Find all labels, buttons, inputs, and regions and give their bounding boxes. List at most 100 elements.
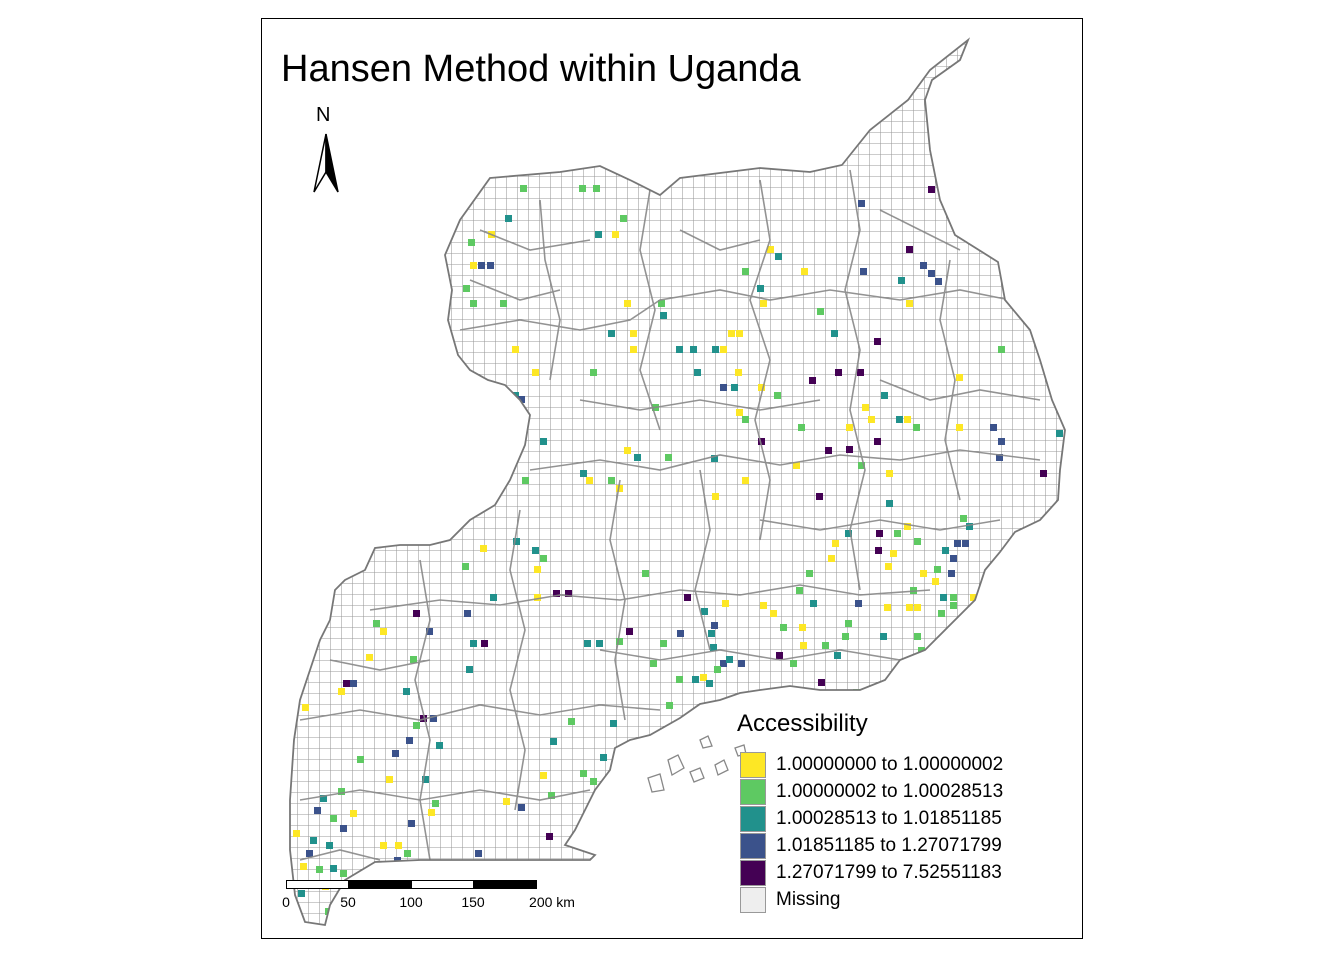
north-label: N xyxy=(316,104,331,126)
scale-segment xyxy=(286,880,349,889)
accessibility-cell xyxy=(513,538,520,545)
accessibility-cell xyxy=(550,738,557,745)
accessibility-cell xyxy=(800,642,807,649)
accessibility-cell xyxy=(300,863,307,870)
accessibility-cell xyxy=(481,640,488,647)
accessibility-cell xyxy=(428,809,435,816)
accessibility-cell xyxy=(340,825,347,832)
accessibility-cell xyxy=(580,470,587,477)
accessibility-cell xyxy=(855,600,862,607)
accessibility-cell xyxy=(775,253,782,260)
accessibility-cell xyxy=(962,540,969,547)
accessibility-cell xyxy=(881,392,888,399)
accessibility-cell xyxy=(914,538,921,545)
accessibility-cell xyxy=(711,622,718,629)
accessibility-cell xyxy=(904,523,911,530)
accessibility-cell xyxy=(942,547,949,554)
accessibility-cell xyxy=(338,688,345,695)
legend-swatch xyxy=(740,752,766,778)
accessibility-cell xyxy=(757,285,764,292)
accessibility-cell xyxy=(470,262,477,269)
accessibility-cell xyxy=(712,346,719,353)
accessibility-cell xyxy=(874,438,881,445)
accessibility-cell xyxy=(914,604,921,611)
accessibility-cell xyxy=(842,633,849,640)
accessibility-cell xyxy=(809,377,816,384)
accessibility-cell xyxy=(890,550,897,557)
accessibility-cell xyxy=(694,369,701,376)
accessibility-cell xyxy=(742,416,749,423)
accessibility-cell xyxy=(712,493,719,500)
accessibility-cell xyxy=(660,312,667,319)
accessibility-cell xyxy=(832,540,839,547)
accessibility-cell xyxy=(998,346,1005,353)
accessibility-cell xyxy=(728,330,735,337)
accessibility-cell xyxy=(806,570,813,577)
accessibility-cell xyxy=(522,477,529,484)
legend-item: 1.00000000 to 1.00000002 xyxy=(740,752,1040,778)
accessibility-cell xyxy=(706,680,713,687)
accessibility-cell xyxy=(466,666,473,673)
legend-item: Missing xyxy=(740,887,1040,913)
accessibility-cell xyxy=(742,477,749,484)
accessibility-cell xyxy=(790,660,797,667)
accessibility-cell xyxy=(422,776,429,783)
accessibility-cell xyxy=(642,570,649,577)
legend-title: Accessibility xyxy=(737,710,868,737)
accessibility-cell xyxy=(540,438,547,445)
accessibility-cell xyxy=(875,547,882,554)
accessibility-cell xyxy=(956,374,963,381)
accessibility-cell xyxy=(316,866,323,873)
accessibility-cell xyxy=(886,500,893,507)
legend-swatch xyxy=(740,779,766,805)
accessibility-cell xyxy=(726,656,733,663)
accessibility-cell xyxy=(846,446,853,453)
accessibility-cell xyxy=(624,447,631,454)
accessibility-cell xyxy=(960,515,967,522)
accessibility-cell xyxy=(338,788,345,795)
accessibility-cell xyxy=(534,566,541,573)
accessibility-cell xyxy=(928,270,935,277)
accessibility-cell xyxy=(624,300,631,307)
accessibility-cell xyxy=(874,338,881,345)
accessibility-cell xyxy=(468,239,475,246)
accessibility-cell xyxy=(956,424,963,431)
accessibility-cell xyxy=(634,454,641,461)
map-title: Hansen Method within Uganda xyxy=(281,48,801,90)
accessibility-cell xyxy=(676,346,683,353)
accessibility-cell xyxy=(770,610,777,617)
legend-swatch xyxy=(740,833,766,859)
accessibility-cell xyxy=(708,630,715,637)
accessibility-cell xyxy=(630,346,637,353)
legend-label: 1.00028513 to 1.01851185 xyxy=(776,808,1002,829)
accessibility-cell xyxy=(462,563,469,570)
accessibility-cell xyxy=(475,850,482,857)
scale-tick-label: 200 km xyxy=(529,894,575,910)
accessibility-cell xyxy=(620,215,627,222)
accessibility-cell xyxy=(700,674,707,681)
accessibility-cell xyxy=(426,628,433,635)
accessibility-cell xyxy=(660,640,667,647)
legend-label: 1.01851185 to 1.27071799 xyxy=(776,835,1002,856)
accessibility-cell xyxy=(758,384,765,391)
accessibility-cell xyxy=(665,454,672,461)
accessibility-cell xyxy=(540,555,547,562)
accessibility-cell xyxy=(722,600,729,607)
accessibility-cell xyxy=(548,792,555,799)
accessibility-cell xyxy=(966,523,973,530)
scale-segment xyxy=(348,880,412,889)
accessibility-cell xyxy=(470,300,477,307)
accessibility-cell xyxy=(608,330,615,337)
accessibility-cell xyxy=(710,644,717,651)
accessibility-cell xyxy=(616,638,623,645)
accessibility-cell xyxy=(380,628,387,635)
scale-tick-label: 100 xyxy=(399,894,423,910)
accessibility-cell xyxy=(886,682,893,689)
accessibility-cell xyxy=(720,660,727,667)
accessibility-cell xyxy=(1040,470,1047,477)
accessibility-cell xyxy=(932,578,939,585)
accessibility-cell xyxy=(546,833,553,840)
accessibility-cell xyxy=(817,308,824,315)
accessibility-cell xyxy=(584,640,591,647)
accessibility-cell xyxy=(934,566,941,573)
